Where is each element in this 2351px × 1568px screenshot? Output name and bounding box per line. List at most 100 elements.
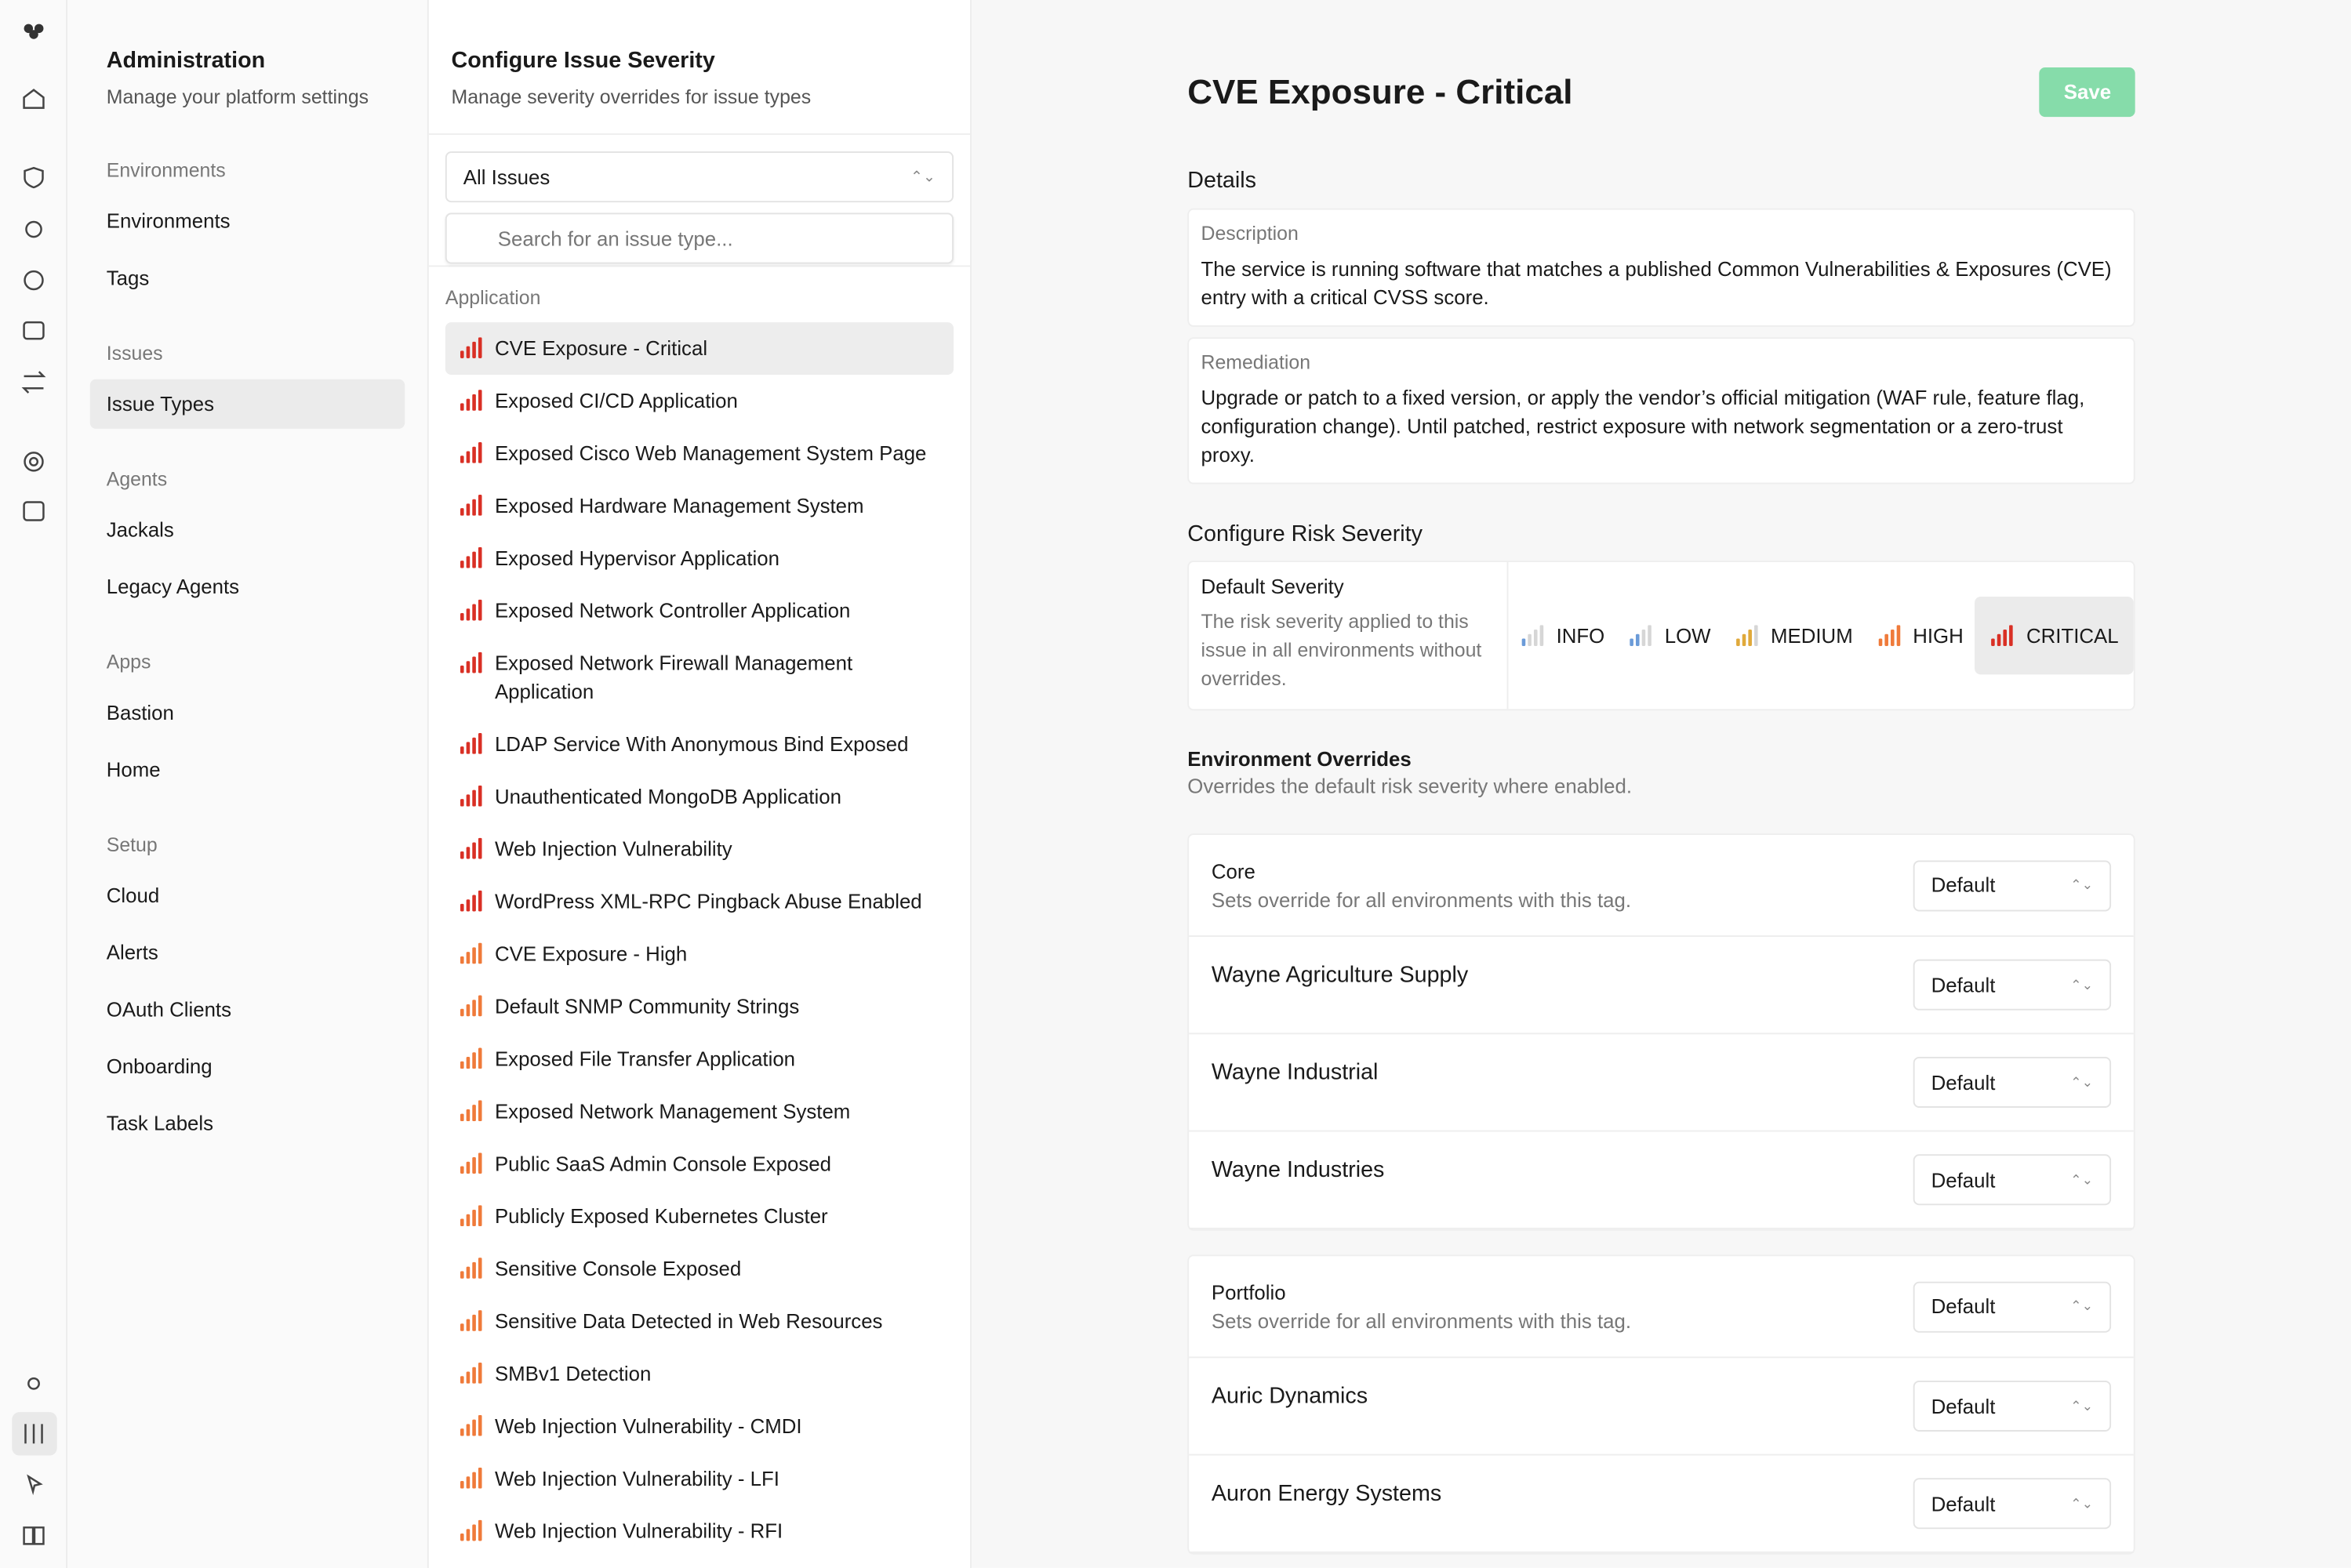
issue-item[interactable]: Exposed File Transfer Application (445, 1033, 954, 1085)
environment-row: Auric Dynamics Default ⌃⌄ (1189, 1358, 2134, 1456)
nav-item[interactable]: Bastion (106, 701, 174, 724)
severity-icon (460, 995, 482, 1017)
filter-value: All Issues (463, 165, 551, 188)
issue-label: CVE Exposure - Critical (494, 337, 708, 360)
save-button[interactable]: Save (2040, 67, 2135, 117)
issue-item[interactable]: Exposed CI/CD Application (445, 375, 954, 427)
nav-item[interactable]: Issue Types (89, 379, 405, 429)
issue-item[interactable]: Default SNMP Community Strings (445, 980, 954, 1033)
issue-label: Default SNMP Community Strings (494, 995, 800, 1018)
severity-option[interactable]: INFO (1508, 597, 1616, 674)
severity-icon (460, 732, 482, 754)
nav-item[interactable]: Alerts (106, 941, 158, 964)
nav-item[interactable]: Home (106, 758, 161, 782)
environment-name: Wayne Agriculture Supply (1211, 962, 1469, 989)
issue-item[interactable]: Sensitive Data Detected in Web Resources (445, 1295, 954, 1348)
nav-item[interactable]: Environments (106, 209, 231, 233)
issue-label: Unauthenticated MongoDB Application (494, 785, 841, 808)
override-select[interactable]: Default ⌃⌄ (1913, 1280, 2112, 1332)
severity-icon (460, 390, 482, 411)
select-value: Default (1931, 1395, 1996, 1417)
select-caret: ⌃⌄ (2070, 1298, 2094, 1313)
severity-option[interactable]: LOW (1617, 597, 1723, 674)
issue-list: CVE Exposure - Critical Exposed CI/CD App… (429, 322, 970, 1568)
issue-item[interactable]: Publicly Exposed Kubernetes Cluster (445, 1190, 954, 1243)
issue-item[interactable]: Exposed Hypervisor Application (445, 532, 954, 585)
nav-item[interactable]: Task Labels (106, 1112, 214, 1135)
override-select[interactable]: Default ⌃⌄ (1913, 1478, 2112, 1530)
severity-icon (460, 1362, 482, 1384)
nav-item[interactable]: Jackals (106, 518, 174, 542)
issue-item[interactable]: Exposed Hardware Management System (445, 480, 954, 532)
override-select[interactable]: Default ⌃⌄ (1913, 859, 2112, 911)
issue-title: Configure Issue Severity (451, 48, 715, 74)
issue-label: WordPress XML-RPC Pingback Abuse Enabled (494, 890, 922, 913)
issue-item[interactable]: Exposed Cisco Web Management System Page (445, 427, 954, 480)
issue-item[interactable]: Public SaaS Admin Console Exposed (445, 1138, 954, 1190)
issue-item[interactable]: Sensitive Console Exposed (445, 1243, 954, 1295)
override-select[interactable]: Default ⌃⌄ (1913, 1154, 2112, 1206)
detail-title: CVE Exposure - Critical (1187, 71, 1573, 111)
severity-icon (460, 942, 482, 964)
severity-option[interactable]: HIGH (1865, 597, 1975, 674)
detail-panel: CVE Exposure - Critical Save Details Des… (971, 0, 2351, 1568)
issue-label: Sensitive Console Exposed (494, 1258, 742, 1280)
overrides-title: Environment Overrides (1187, 748, 1412, 771)
issue-item[interactable]: LDAP Service With Anonymous Bind Exposed (445, 718, 954, 771)
description-card: Description The service is running softw… (1187, 208, 2135, 327)
default-label: Default Severity (1201, 575, 1344, 598)
environment-row: Wayne Industries Default ⌃⌄ (1189, 1132, 2134, 1229)
select-value: Default (1931, 1492, 1996, 1515)
severity-option[interactable]: CRITICAL (1975, 596, 2134, 675)
severity-icon (1630, 625, 1652, 647)
issue-item[interactable]: Exposed Network Controller Application (445, 585, 954, 637)
issue-item[interactable]: CVE Exposure - High (445, 928, 954, 981)
override-select[interactable]: Default ⌃⌄ (1913, 959, 2112, 1011)
issue-item[interactable]: Exposed Network Management System (445, 1085, 954, 1138)
override-select[interactable]: Default ⌃⌄ (1913, 1380, 2112, 1432)
section-heading: Environments (106, 158, 226, 182)
issue-item[interactable]: Web Injection Vulnerability - SQLi (445, 1558, 954, 1568)
issue-item[interactable]: SMBv1 Detection (445, 1348, 954, 1400)
severity-icon (460, 1100, 482, 1122)
issue-item[interactable]: Web Injection Vulnerability - CMDI (445, 1400, 954, 1453)
severity-option[interactable]: MEDIUM (1723, 597, 1865, 674)
issue-label: Sensitive Data Detected in Web Resources (494, 1310, 883, 1333)
nav-item[interactable]: Tags (106, 267, 150, 290)
issue-filter[interactable]: All Issues ⌃⌄ (445, 151, 954, 203)
issue-item[interactable]: Web Injection Vulnerability - LFI (445, 1453, 954, 1505)
severity-icon (460, 1414, 482, 1436)
overrides-subtitle: Overrides the default risk severity wher… (1187, 775, 1633, 798)
issue-label: Exposed Cisco Web Management System Page (494, 442, 927, 465)
issue-search[interactable]: Search for an issue type... (445, 212, 954, 264)
nav-item[interactable]: OAuth Clients (106, 998, 232, 1022)
nav-item[interactable]: Legacy Agents (106, 575, 240, 598)
issue-item[interactable]: Web Injection Vulnerability (445, 823, 954, 876)
issue-label: Web Injection Vulnerability (494, 837, 732, 861)
environment-row: Auron Energy Systems Default ⌃⌄ (1189, 1456, 2134, 1553)
remediation-label: Remediation (1201, 350, 1311, 374)
issue-header: Configure Issue Severity Manage severity… (428, 0, 971, 136)
issue-item[interactable]: Unauthenticated MongoDB Application (445, 771, 954, 823)
environment-row: Wayne Agriculture Supply Default ⌃⌄ (1189, 937, 2134, 1035)
description-text: The service is running software that mat… (1201, 257, 2112, 309)
nav-item[interactable]: Cloud (106, 884, 160, 907)
severity-icon (460, 890, 482, 912)
severity-icon (460, 785, 482, 807)
nav-item[interactable]: Onboarding (106, 1055, 213, 1078)
issue-item[interactable]: CVE Exposure - Critical (445, 322, 954, 375)
rail-icons (12, 24, 57, 1545)
issue-label: SMBv1 Detection (494, 1362, 652, 1385)
override-select[interactable]: Default ⌃⌄ (1913, 1056, 2112, 1108)
select-value: Default (1931, 1071, 1996, 1094)
issue-item[interactable]: Web Injection Vulnerability - RFI (445, 1505, 954, 1558)
issue-item[interactable]: WordPress XML-RPC Pingback Abuse Enabled (445, 876, 954, 928)
severity-icon (460, 546, 482, 568)
severity-card: Default Severity The risk severity appli… (1187, 561, 2135, 711)
environment-name: Auric Dynamics (1211, 1383, 1368, 1410)
admin-sections: Environments Environments Tags Issues Issue … (89, 158, 405, 1149)
issue-item[interactable]: Exposed Network Firewall Management Appl… (445, 637, 954, 718)
environment-row: Wayne Industrial Default ⌃⌄ (1189, 1034, 2134, 1132)
severity-icon (460, 599, 482, 621)
